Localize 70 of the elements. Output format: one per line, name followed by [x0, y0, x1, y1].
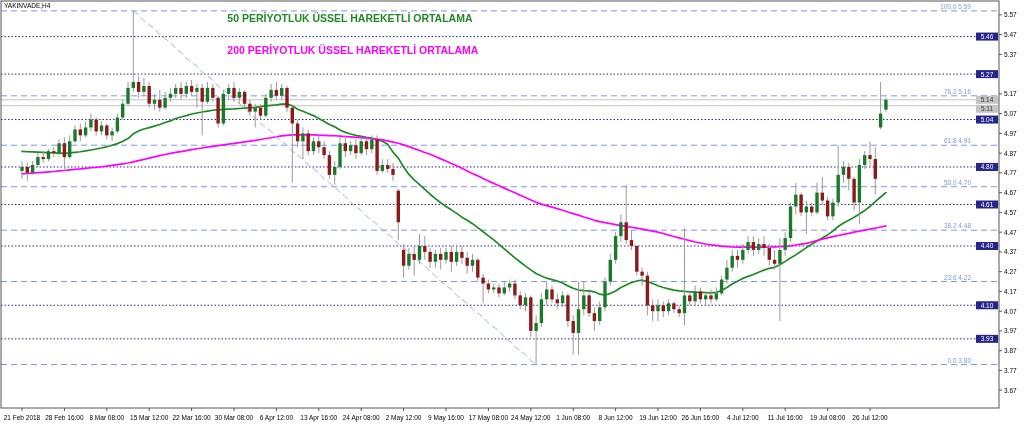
candlestick — [142, 77, 146, 97]
candlestick — [873, 146, 877, 196]
candlestick — [248, 99, 252, 117]
text: 200 PERİYOTLUK ÜSSEL HAREKETLİ ORTALAMA — [227, 44, 479, 56]
candlestick — [439, 247, 443, 271]
candlestick — [444, 247, 448, 265]
candlestick — [534, 314, 538, 366]
candlestick — [852, 176, 856, 211]
candlestick — [783, 231, 787, 257]
candlestick — [624, 184, 628, 245]
candlestick — [285, 85, 289, 113]
candlestick — [412, 245, 416, 277]
candlestick — [327, 150, 332, 180]
candlestick — [656, 298, 660, 322]
candlestick — [158, 89, 162, 113]
candlestick — [725, 259, 729, 285]
candlestick — [89, 113, 93, 132]
candlestick — [587, 290, 591, 318]
candlestick — [126, 81, 130, 107]
candlestick — [423, 235, 427, 261]
candlestick — [629, 229, 634, 251]
candlestick — [497, 283, 501, 298]
candlestick — [269, 83, 273, 103]
candlestick — [407, 247, 411, 271]
candlestick — [131, 10, 135, 93]
candlestick — [804, 200, 809, 235]
candlestick — [778, 237, 782, 322]
candlestick — [772, 249, 777, 271]
candlestick — [232, 81, 236, 103]
candlestick — [110, 126, 114, 142]
candlestick — [730, 249, 734, 273]
candlestick — [582, 281, 586, 316]
candlestick — [799, 192, 803, 217]
text: 50 PERİYOTLUK ÜSSEL HAREKETLİ ORTALAMA — [227, 12, 473, 24]
candlestick — [709, 288, 713, 304]
candlestick — [179, 81, 183, 101]
candlestick — [651, 298, 655, 322]
candlestick — [391, 162, 395, 182]
candlestick — [147, 81, 151, 109]
candlestick — [476, 257, 480, 283]
candlestick — [428, 247, 432, 269]
line-series — [132, 10, 537, 366]
candlestick — [301, 126, 305, 160]
candlestick — [847, 162, 851, 192]
candlestick — [264, 93, 268, 119]
candlestick — [682, 227, 687, 326]
candlestick — [322, 140, 326, 160]
candlestick — [672, 300, 676, 314]
candlestick — [640, 267, 644, 286]
candlestick — [460, 245, 464, 265]
candlestick — [338, 136, 342, 170]
candlestick — [20, 160, 24, 180]
candlestick — [794, 182, 798, 215]
candlestick — [693, 285, 697, 306]
candlestick — [741, 243, 745, 265]
candlestick — [619, 213, 623, 243]
candlestick — [306, 128, 310, 156]
candlestick — [481, 273, 485, 304]
candlestick — [767, 243, 771, 267]
candlestick — [354, 138, 358, 160]
candlestick — [571, 314, 575, 356]
candlestick — [746, 235, 750, 255]
candlestick — [295, 119, 300, 148]
candlestick — [253, 103, 257, 128]
candlestick — [868, 140, 872, 168]
candlestick — [815, 182, 819, 215]
candlestick — [831, 198, 835, 221]
candlestick — [513, 279, 517, 300]
candlestick — [762, 235, 766, 257]
candlestick — [195, 83, 199, 109]
